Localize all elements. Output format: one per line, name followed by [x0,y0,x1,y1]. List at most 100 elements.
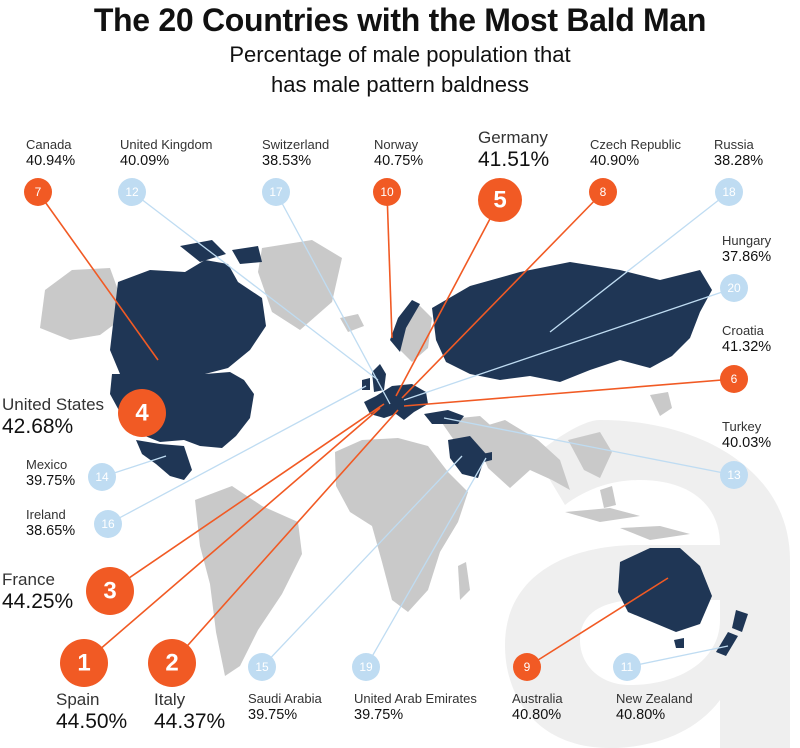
rank-marker-circle [94,510,122,538]
country-name: New Zealand [616,691,693,706]
country-name: Croatia [722,323,764,338]
country-name: Spain [56,690,100,709]
rank-marker-circle [715,178,743,206]
country-name: Hungary [722,233,772,248]
rank-marker-france: 3 [86,567,134,615]
rank-marker-australia: 9 [513,653,541,681]
connector-line-united-arab-emirates [365,457,487,668]
rank-marker-circle [720,274,748,302]
country-label-spain: Spain 44.50% [56,690,127,734]
rank-number: 12 [125,185,139,199]
connector-line-turkey [443,417,735,476]
rank-number: 15 [255,660,269,674]
rank-marker-circle [478,178,522,222]
country-name: United Arab Emirates [354,691,477,706]
country-label-mexico: Mexico 39.75% [26,457,75,490]
rank-marker-norway: 10 [373,178,401,206]
rank-marker-germany: 5 [478,178,522,222]
country-name: Czech Republic [590,137,682,152]
rank-number: 11 [621,660,634,674]
country-percentage: 40.80% [512,706,562,723]
connector-line-ireland [107,385,367,525]
country-percentage: 38.65% [26,522,76,539]
rank-number: 20 [727,281,741,295]
connector-line-hungary [403,287,735,401]
country-percentage: 41.51% [478,147,550,171]
connector-line-croatia [403,378,735,407]
country-label-croatia: Croatia 41.32% [722,323,771,356]
rank-number: 1 [77,650,90,677]
rank-marker-circle [720,461,748,489]
country-name: Russia [714,137,754,152]
rank-marker-russia: 18 [715,178,743,206]
rank-marker-saudi-arabia: 15 [248,653,276,681]
rank-number: 7 [35,185,42,199]
rank-number: 14 [95,470,109,484]
connector-line-australia [526,577,669,668]
connector-line-new-zealand [626,645,729,668]
rank-marker-circle [352,653,380,681]
rank-marker-circle [118,178,146,206]
country-label-italy: Italy 44.37% [154,690,225,734]
country-label-czech-republic: Czech Republic 40.90% [590,137,682,170]
country-label-united-states: United States 42.68% [2,395,104,439]
rank-number: 6 [731,372,738,386]
country-label-germany: Germany 41.51% [478,128,549,172]
country-percentage: 40.94% [26,152,76,169]
rank-marker-united-states: 4 [118,389,166,437]
connector-line-russia [549,191,730,333]
map-title: The 20 Countries with the Most Bald Man [93,2,707,38]
connector-line-canada [37,191,159,361]
connector-line-united-kingdom [131,191,379,381]
rank-marker-croatia: 6 [720,365,748,393]
rank-marker-circle [60,639,108,687]
rank-number: 8 [600,185,607,199]
rank-number: 9 [524,660,531,674]
country-label-russia: Russia 38.28% [714,137,764,170]
rank-marker-circle [613,653,641,681]
rank-marker-mexico: 14 [88,463,116,491]
country-label-saudi-arabia: Saudi Arabia 39.75% [248,691,322,724]
country-percentage: 44.37% [154,709,226,733]
connector-line-germany [395,199,501,397]
rank-marker-turkey: 13 [720,461,748,489]
rank-number: 10 [380,185,394,199]
country-percentage: 40.09% [120,152,170,169]
rank-marker-circle [88,463,116,491]
country-name: Germany [478,128,548,147]
rank-marker-canada: 7 [24,178,52,206]
subtitle-line-1: Percentage of male population that [229,42,571,67]
country-name: Canada [26,137,72,152]
rank-marker-czech-republic: 8 [589,178,617,206]
rank-marker-circle [720,365,748,393]
rank-marker-circle [589,178,617,206]
country-label-united-kingdom: United Kingdom 40.09% [120,137,213,170]
country-percentage: 44.50% [56,709,128,733]
country-label-australia: Australia 40.80% [512,691,563,724]
country-name: Australia [512,691,563,706]
country-name: Switzerland [262,137,330,152]
country-label-ireland: Ireland 38.65% [26,507,76,540]
country-label-turkey: Turkey 40.03% [722,419,771,452]
rank-marker-circle [118,389,166,437]
map-subtitle: Percentage of male population that has m… [0,40,800,100]
country-percentage: 38.28% [714,152,764,169]
rank-marker-spain: 1 [60,639,108,687]
connector-line-italy [171,409,399,664]
rank-number: 3 [103,578,116,605]
rank-number: 4 [135,400,149,427]
country-percentage: 39.75% [248,706,298,723]
country-label-united-arab-emirates: United Arab Emirates 39.75% [354,691,477,724]
rank-marker-switzerland: 17 [262,178,290,206]
country-name: Ireland [26,507,66,522]
rank-number: 19 [359,660,373,674]
rank-marker-circle [86,567,134,615]
rank-marker-ireland: 16 [94,510,122,538]
country-percentage: 40.80% [616,706,666,723]
country-name: Saudi Arabia [248,691,322,706]
country-name: United Kingdom [120,137,213,152]
country-label-hungary: Hungary 37.86% [722,233,772,266]
country-name: Norway [374,137,419,152]
